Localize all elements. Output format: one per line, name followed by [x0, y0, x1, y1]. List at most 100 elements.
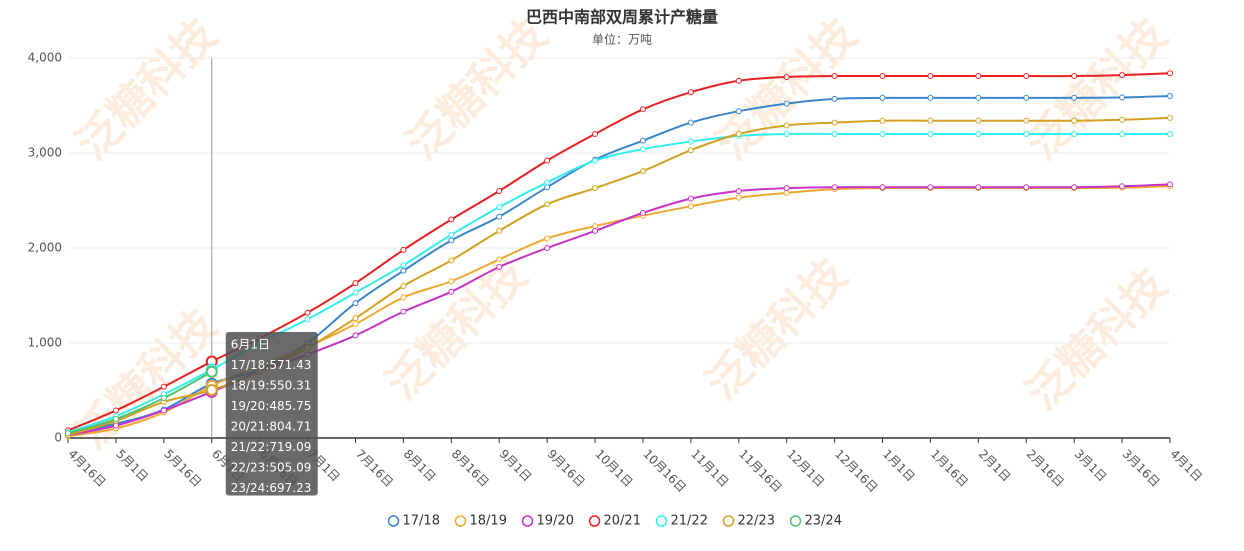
- data-point: [639, 137, 646, 144]
- data-point: [639, 209, 646, 216]
- data-point: [1023, 184, 1030, 191]
- data-point: [592, 227, 599, 234]
- legend-label: 20/21: [604, 514, 641, 529]
- data-point: [975, 73, 982, 80]
- legend-label: 18/19: [470, 514, 507, 529]
- series-line: [67, 370, 213, 435]
- tooltip-line: 20/21:804.71: [231, 420, 312, 434]
- data-point: [639, 146, 646, 153]
- data-point: [592, 185, 599, 192]
- data-point: [496, 264, 503, 270]
- data-point: [352, 289, 359, 296]
- data-point: [1071, 117, 1078, 124]
- data-point: [1119, 94, 1126, 101]
- watermark: 泛糖科技: [1017, 9, 1178, 170]
- x-tick-label: 10月1日: [592, 447, 635, 490]
- data-point: [1167, 93, 1173, 99]
- legend-marker: [789, 515, 802, 527]
- x-tick-label: 8月1日: [401, 447, 439, 485]
- data-point: [1023, 131, 1030, 137]
- data-point: [975, 184, 982, 191]
- data-point: [304, 316, 311, 323]
- data-point: [448, 216, 455, 223]
- data-point: [639, 106, 646, 113]
- data-point: [448, 257, 455, 264]
- data-point: [352, 332, 359, 339]
- x-tick-label: 3月16日: [1119, 447, 1162, 490]
- data-point: [879, 131, 886, 137]
- data-point: [352, 300, 359, 307]
- data-point: [831, 73, 838, 80]
- watermark: 泛糖科技: [397, 9, 558, 170]
- y-tick-label: 3,000: [28, 146, 62, 160]
- legend-marker: [454, 515, 467, 527]
- data-point: [160, 395, 167, 402]
- tooltip-line: 17/18:571.43: [231, 358, 312, 372]
- data-point: [544, 245, 551, 251]
- data-point: [687, 89, 694, 96]
- tooltip-line: 23/24:697.23: [231, 481, 312, 495]
- data-point: [544, 157, 551, 164]
- data-point: [831, 119, 838, 126]
- data-point: [1119, 72, 1126, 79]
- x-tick-label: 5月16日: [161, 447, 204, 490]
- data-point: [496, 227, 503, 234]
- legend-label: 19/20: [537, 514, 574, 529]
- data-point: [160, 407, 167, 414]
- data-point: [205, 365, 218, 378]
- y-tick-label: 0: [54, 431, 62, 445]
- legend-label: 17/18: [403, 514, 440, 529]
- data-point: [927, 94, 934, 101]
- data-point: [592, 157, 599, 164]
- data-point: [205, 384, 218, 397]
- data-point: [975, 117, 982, 124]
- data-point: [1023, 94, 1030, 101]
- data-point: [352, 321, 359, 327]
- x-tick-label: 11月1日: [688, 447, 731, 490]
- data-point: [927, 73, 934, 80]
- data-point: [496, 204, 503, 211]
- data-point: [448, 231, 455, 238]
- data-point: [687, 119, 694, 126]
- data-point: [1071, 94, 1078, 101]
- data-point: [1071, 184, 1078, 191]
- data-point: [592, 131, 599, 137]
- data-point: [400, 262, 407, 269]
- data-point: [496, 213, 503, 220]
- data-point: [1167, 131, 1173, 137]
- data-point: [639, 168, 646, 175]
- data-point: [112, 416, 119, 422]
- data-point: [735, 108, 742, 115]
- data-point: [879, 117, 886, 124]
- data-point: [735, 77, 742, 84]
- y-tick-label: 2,000: [28, 241, 62, 255]
- y-tick-label: 4,000: [28, 51, 62, 65]
- data-point: [1167, 114, 1173, 121]
- legend-label: 22/23: [738, 514, 775, 529]
- data-point: [400, 283, 407, 289]
- legend-marker: [588, 515, 601, 527]
- x-tick-label: 9月16日: [545, 447, 588, 490]
- legend-marker: [655, 515, 668, 527]
- data-point: [927, 117, 934, 124]
- watermark: 泛糖科技: [67, 9, 228, 170]
- x-tick-label: 2月1日: [976, 447, 1014, 485]
- tooltip-line: 22/23:505.09: [231, 461, 312, 475]
- data-point: [735, 194, 742, 201]
- legend-marker: [722, 515, 735, 527]
- data-point: [687, 138, 694, 145]
- data-point: [544, 201, 551, 208]
- data-point: [400, 308, 407, 315]
- data-point: [1071, 73, 1078, 80]
- data-point: [400, 246, 407, 253]
- data-point: [544, 235, 551, 242]
- data-point: [879, 73, 886, 80]
- tooltip-line: 19/20:485.75: [231, 399, 312, 413]
- data-point: [735, 131, 742, 137]
- data-point: [783, 74, 790, 80]
- legend-label: 23/24: [805, 514, 842, 529]
- data-point: [496, 188, 503, 194]
- x-tick-label: 2月16日: [1024, 447, 1067, 490]
- data-point: [304, 309, 311, 316]
- legend-marker: [387, 515, 400, 527]
